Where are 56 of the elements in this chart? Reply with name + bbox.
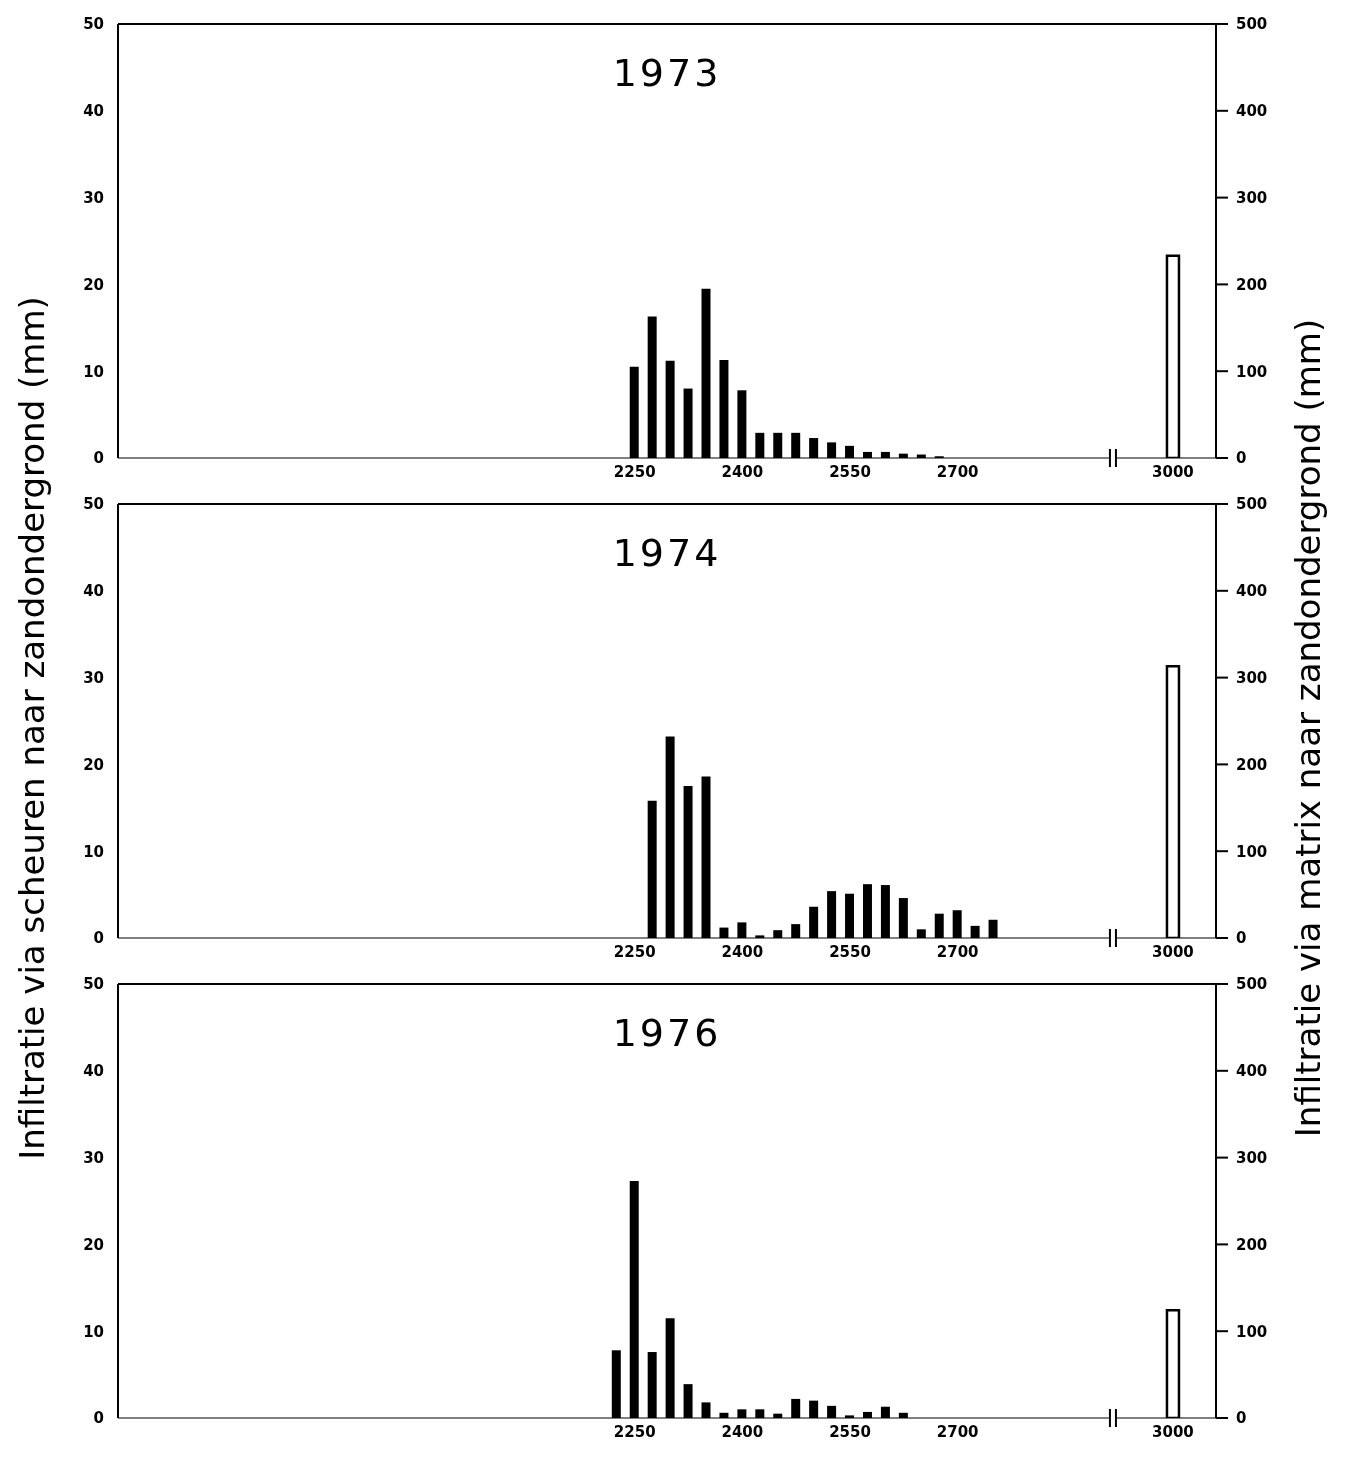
x-tick-label: 3000: [1152, 942, 1194, 961]
x-tick-label: 2400: [721, 1422, 764, 1441]
x-tick-label: 2550: [829, 942, 871, 961]
y2-tick-label: 100: [1236, 1322, 1268, 1341]
text: 1974: [612, 531, 722, 575]
y-tick-label: 40: [83, 582, 104, 601]
y-tick-label: 20: [83, 755, 104, 774]
y2-tick-label: 200: [1236, 1235, 1268, 1254]
x-tick-label: 2550: [829, 1422, 871, 1441]
y2-tick-label: 400: [1236, 102, 1268, 121]
x-tick-label: 2400: [721, 942, 764, 961]
y-axis-title: Infiltratie via scheuren naar zandondergrond (mm): [12, 296, 52, 1160]
text: 1976: [612, 1011, 722, 1055]
y-tick-label: 30: [83, 1148, 104, 1167]
y2-tick-label: 100: [1236, 842, 1268, 861]
y-tick-label: 20: [83, 275, 104, 294]
y2-tick-label: 300: [1236, 188, 1268, 207]
y2-tick-label: 500: [1236, 15, 1268, 34]
y-tick-label: 0: [93, 1409, 104, 1428]
y-tick-label: 10: [83, 362, 104, 381]
y-tick-label: 30: [83, 188, 104, 207]
x-tick-label: 2250: [613, 462, 656, 481]
x-tick-label: 2250: [613, 1422, 656, 1441]
x-tick-label: 2700: [936, 942, 979, 961]
y2-tick-label: 200: [1236, 755, 1268, 774]
x-tick-label: 3000: [1152, 462, 1194, 481]
y2-tick-label: 400: [1236, 582, 1268, 601]
x-tick-label: 2700: [936, 1422, 979, 1441]
y2-tick-label: 300: [1236, 1148, 1268, 1167]
y-tick-label: 0: [93, 449, 104, 468]
y2-tick-label: 0: [1236, 449, 1247, 468]
y2-tick-label: 200: [1236, 275, 1268, 294]
y-tick-label: 50: [83, 975, 104, 994]
y2-axis-title: Infiltratie via matrix naar zandondergrond (mm): [1288, 318, 1328, 1138]
y-tick-label: 50: [83, 15, 104, 34]
y2-tick-label: 400: [1236, 1062, 1268, 1081]
x-tick-label: 2550: [829, 462, 871, 481]
y-tick-label: 40: [83, 1062, 104, 1081]
y2-tick-label: 500: [1236, 495, 1268, 514]
y-tick-label: 10: [83, 842, 104, 861]
x-tick-label: 2250: [613, 942, 656, 961]
y-tick-label: 30: [83, 668, 104, 687]
y-tick-label: 0: [93, 929, 104, 948]
y2-tick-label: 0: [1236, 929, 1247, 948]
text: 1973: [612, 51, 722, 95]
y2-tick-label: 0: [1236, 1409, 1247, 1428]
y2-tick-label: 300: [1236, 668, 1268, 687]
y-tick-label: 50: [83, 495, 104, 514]
y2-tick-label: 100: [1236, 362, 1268, 381]
x-tick-label: 2400: [721, 462, 764, 481]
y-tick-label: 10: [83, 1322, 104, 1341]
x-tick-label: 2700: [936, 462, 979, 481]
y2-tick-label: 500: [1236, 975, 1268, 994]
y-tick-label: 40: [83, 102, 104, 121]
y-tick-label: 20: [83, 1235, 104, 1254]
x-tick-label: 3000: [1152, 1422, 1194, 1441]
